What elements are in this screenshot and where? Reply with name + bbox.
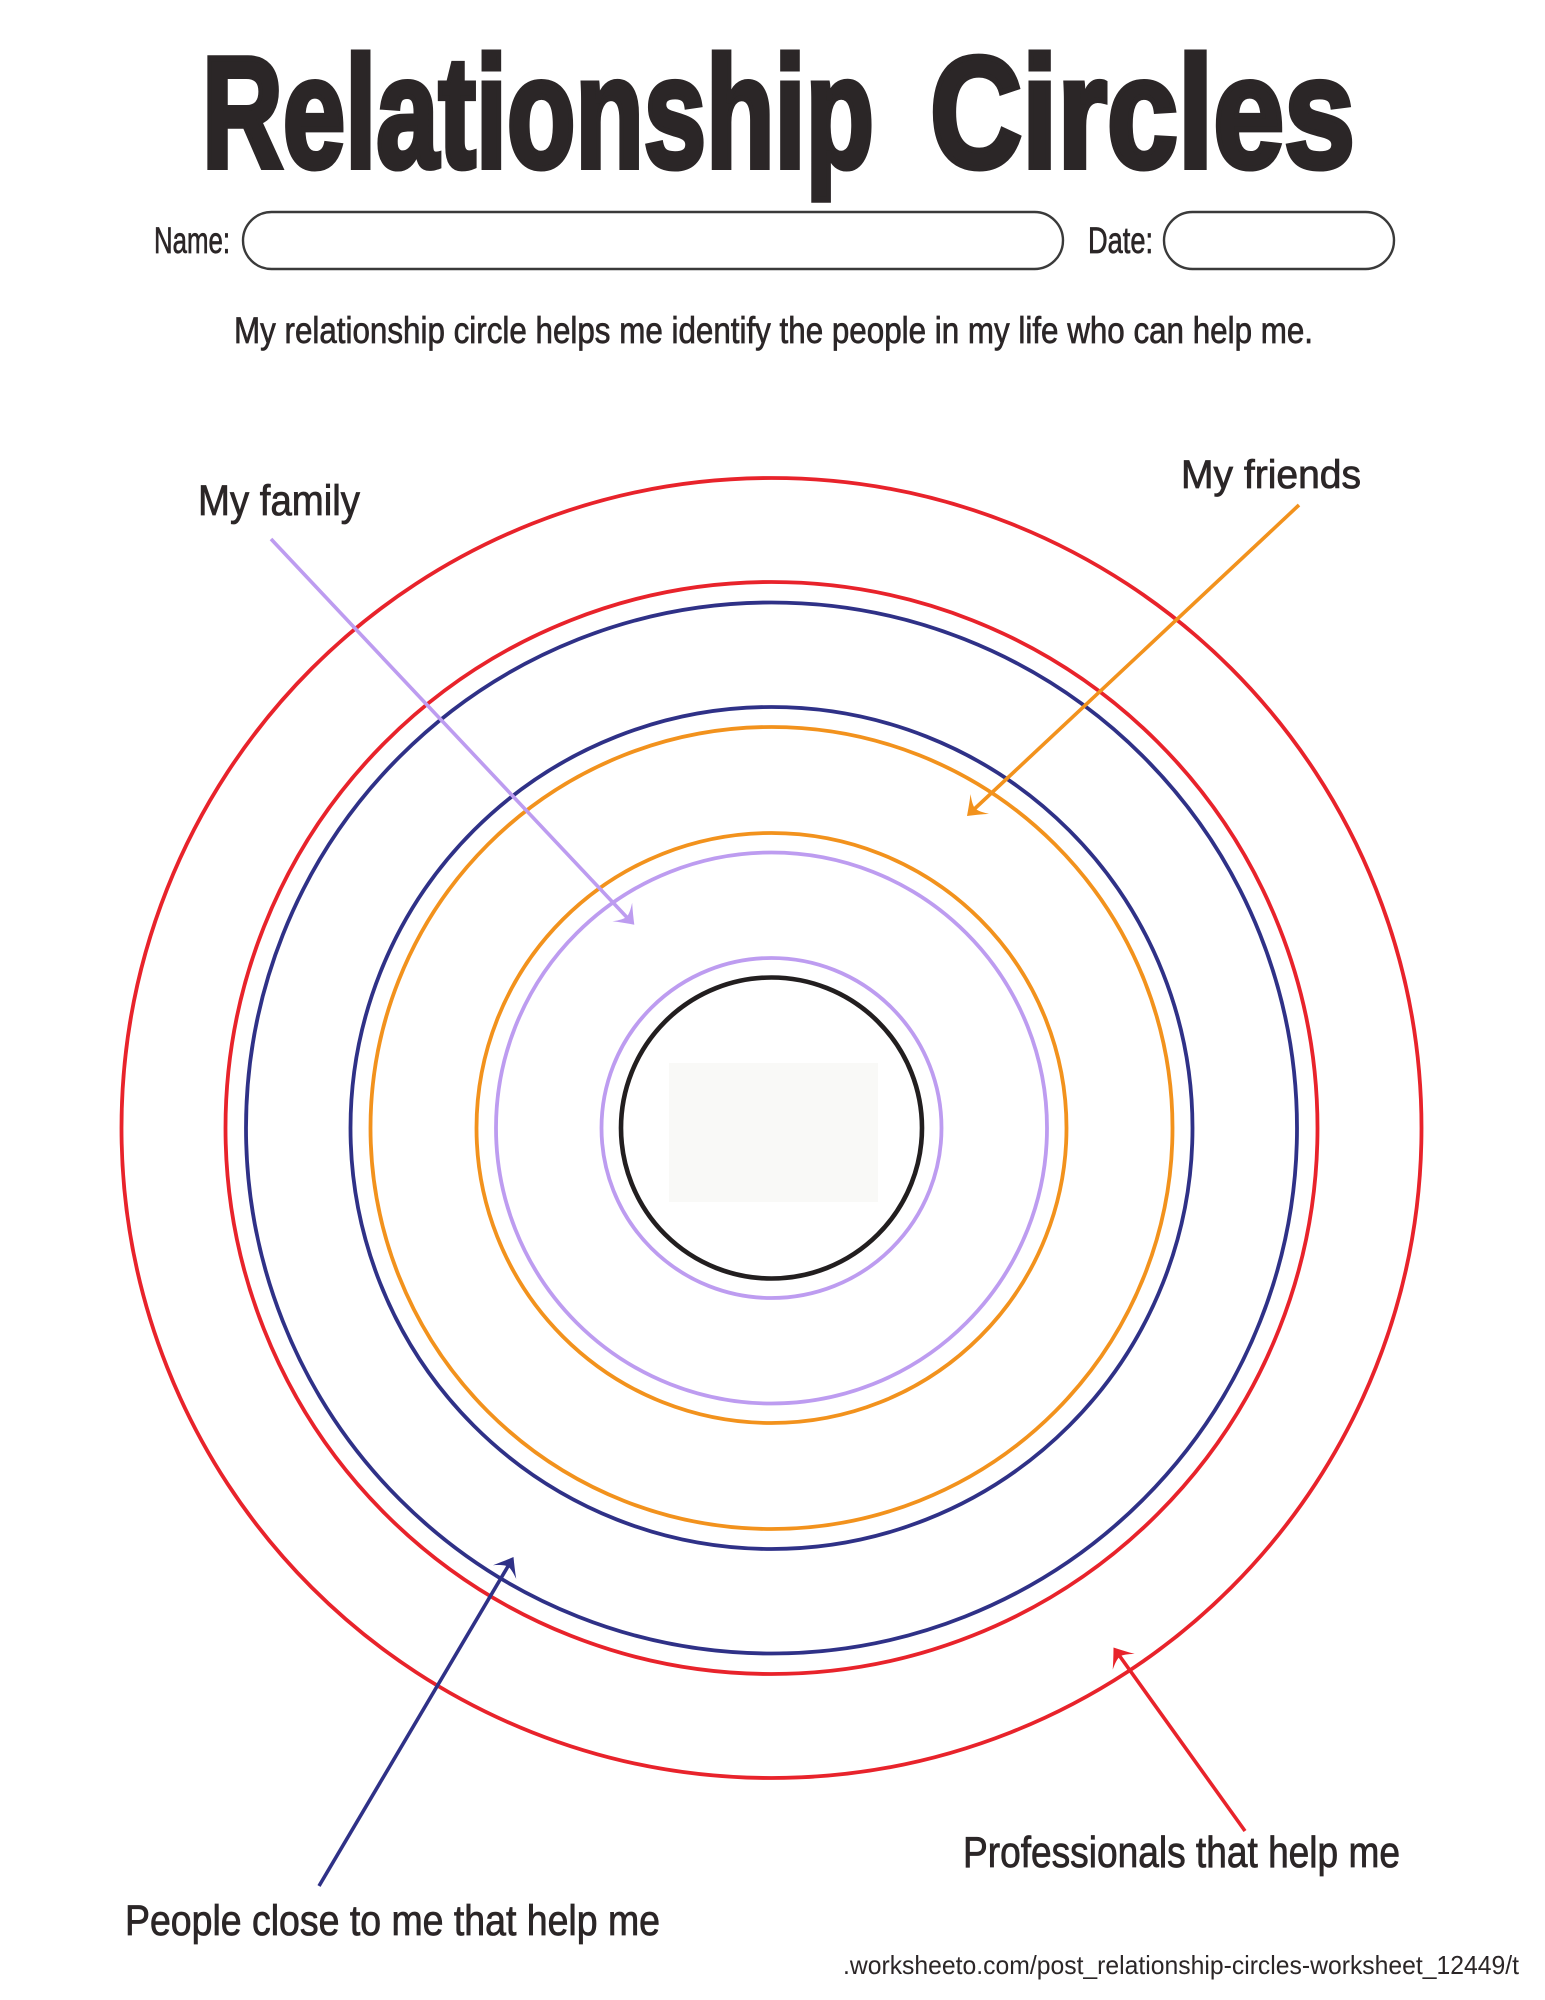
svg-text:Date:: Date: bbox=[1088, 220, 1153, 261]
svg-text:Name:: Name: bbox=[154, 220, 230, 261]
svg-text:My family: My family bbox=[198, 477, 360, 525]
svg-text:People close to me that help m: People close to me that help me bbox=[125, 1897, 660, 1945]
svg-text:Circles: Circles bbox=[930, 25, 1355, 201]
svg-text:Professionals that help me: Professionals that help me bbox=[963, 1828, 1400, 1877]
svg-text:My relationship circle helps m: My relationship circle helps me identify… bbox=[234, 310, 1313, 351]
svg-text:Relationship: Relationship bbox=[202, 25, 874, 201]
svg-text:.worksheeto.com/post_relations: .worksheeto.com/post_relationship-circle… bbox=[843, 1950, 1520, 1980]
svg-text:My friends: My friends bbox=[1181, 453, 1361, 497]
